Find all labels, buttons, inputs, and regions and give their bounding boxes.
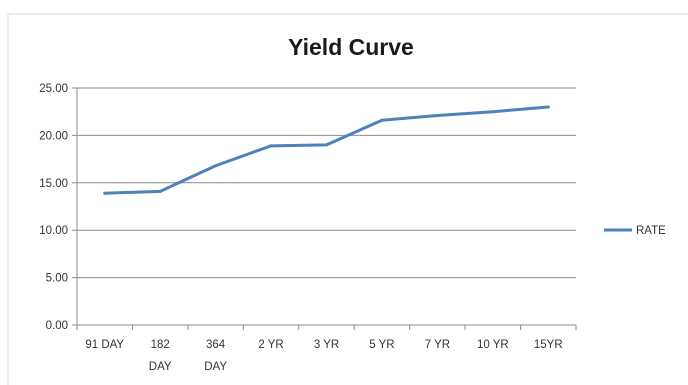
data-point — [325, 143, 328, 147]
y-tick-label: 10.00 — [39, 225, 68, 237]
y-tick-label: 0.00 — [46, 320, 68, 332]
x-tick-label: 2 YR — [258, 339, 283, 351]
chart-title: Yield Curve — [288, 34, 414, 60]
data-point — [491, 110, 495, 114]
data-point — [380, 118, 384, 122]
y-axis: 0.00 5.00 10.00 15.00 20.00 25.00 — [39, 83, 78, 332]
x-tick-label: 7 YR — [425, 339, 450, 351]
data-point — [435, 113, 439, 117]
x-tick-label: 15YR — [534, 339, 563, 351]
data-point — [103, 191, 107, 195]
y-tick-label: 25.00 — [39, 83, 68, 95]
x-axis: 91 DAY 182 DAY 364 DAY 2 YR 3 YR 5 YR 7 YR 10 YR 1… — [76, 325, 577, 373]
x-tick-label: 182 DAY — [149, 339, 172, 373]
y-tick-label: 20.00 — [39, 130, 68, 142]
data-point — [158, 189, 162, 193]
x-tick-label: 364 DAY — [204, 339, 227, 373]
data-point — [546, 105, 550, 109]
x-tick-label: 3 YR — [314, 339, 339, 351]
legend-label-rate: RATE — [636, 225, 666, 237]
legend: RATE — [604, 225, 666, 237]
y-tick-label: 15.00 — [39, 178, 68, 190]
series-layer — [103, 105, 550, 195]
y-tick-label: 5.00 — [46, 273, 68, 285]
x-tick-label: 5 YR — [369, 339, 394, 351]
x-tick-label: 10 YR — [477, 339, 509, 351]
gridlines — [77, 87, 576, 326]
data-point — [269, 144, 273, 148]
x-tick-label: 91 DAY — [85, 339, 124, 351]
data-point — [214, 164, 218, 168]
